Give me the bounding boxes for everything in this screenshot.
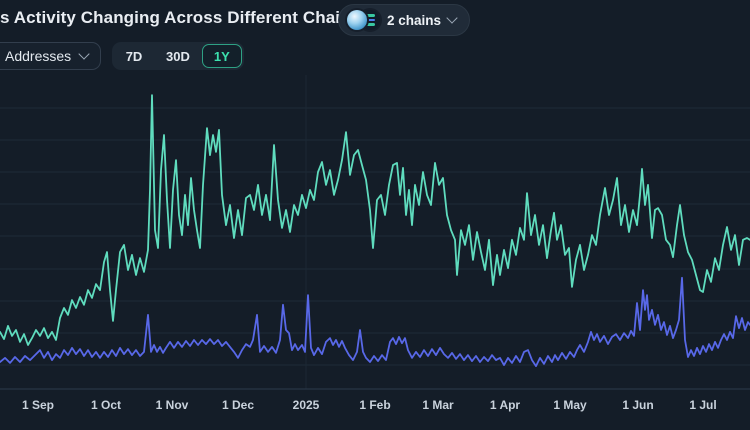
chain-1-icon: [347, 10, 367, 30]
chevron-down-icon: [446, 12, 458, 24]
x-tick-label: 1 May: [553, 398, 587, 412]
filter-bar: Addresses 7D 30D 1Y: [0, 42, 750, 70]
chains-count-label: 2 chains: [387, 12, 442, 28]
indigo-series-line: [0, 276, 750, 368]
x-tick-label: 1 Dec: [222, 398, 254, 412]
widget-header: s Activity Changing Across Different Cha…: [0, 0, 750, 38]
x-tick-label: 1 Oct: [91, 398, 121, 412]
timeframe-30d-button[interactable]: 30D: [166, 48, 190, 64]
x-tick-label: 1 Mar: [422, 398, 454, 412]
x-tick-label: 1 Nov: [156, 398, 189, 412]
teal-series-line: [0, 94, 750, 346]
timeframe-7d-button[interactable]: 7D: [125, 48, 143, 64]
x-tick-label: 1 Jul: [689, 398, 716, 412]
x-tick-label: 1 Apr: [490, 398, 521, 412]
chains-selector[interactable]: 2 chains: [338, 4, 471, 36]
timeframe-segmented-control: 7D 30D 1Y: [112, 42, 244, 70]
metric-dropdown[interactable]: Addresses: [0, 42, 102, 70]
metric-dropdown-label: Addresses: [5, 48, 72, 64]
chevron-down-icon: [78, 48, 90, 60]
x-tick-label: 1 Feb: [359, 398, 390, 412]
x-tick-label: 1 Sep: [22, 398, 54, 412]
widget-title: s Activity Changing Across Different Cha…: [0, 8, 371, 27]
x-tick-label: 1 Jun: [622, 398, 653, 412]
timeframe-1y-button[interactable]: 1Y: [201, 44, 242, 68]
chain-avatars: [347, 10, 380, 30]
x-tick-label: 2025: [293, 398, 320, 412]
